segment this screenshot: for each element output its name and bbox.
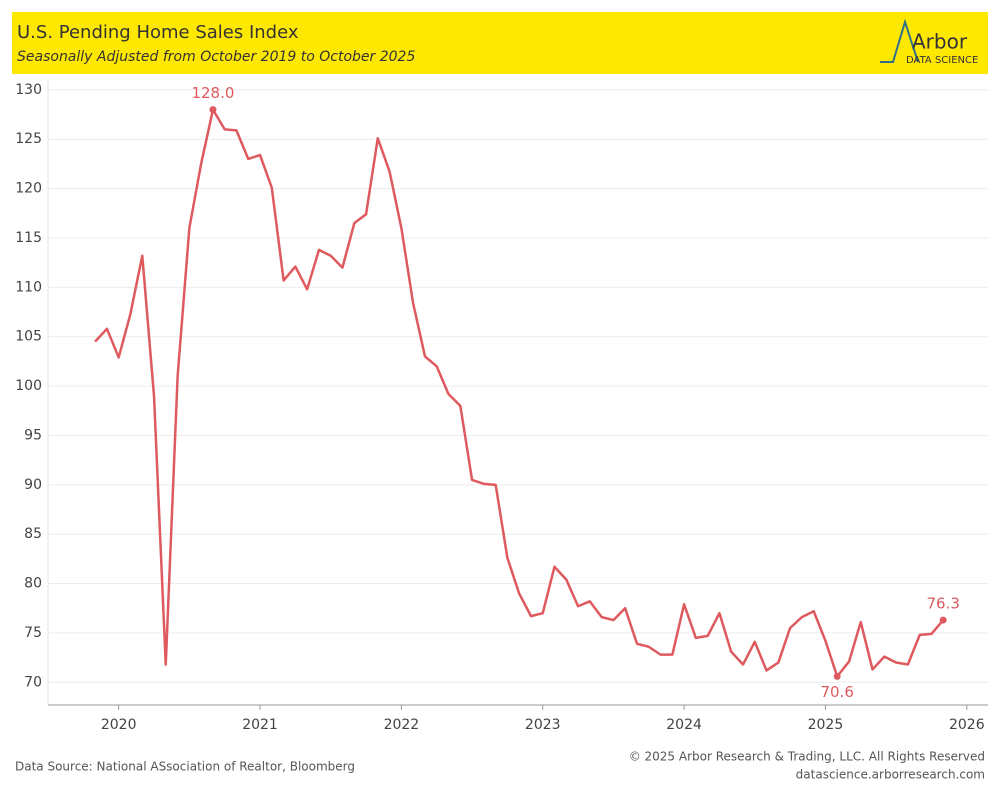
x-tick-label: 2024 (666, 717, 702, 733)
logo-tagline: DATA SCIENCE (906, 55, 978, 66)
y-tick-label: 100 (15, 378, 42, 394)
y-tick-label: 75 (24, 625, 42, 641)
y-tick-label: 85 (24, 526, 42, 542)
highlight-point (209, 106, 217, 114)
x-tick-label: 2021 (242, 717, 278, 733)
source-note: Data Source: National ASsociation of Rea… (15, 760, 355, 774)
y-tick-label: 70 (24, 674, 42, 690)
highlight-point (939, 616, 947, 624)
value-label: 70.6 (820, 683, 853, 701)
highlight-point (833, 672, 841, 680)
x-tick-label: 2023 (525, 717, 561, 733)
y-tick-label: 80 (24, 576, 42, 592)
y-tick-label: 115 (15, 230, 42, 246)
y-tick-label: 130 (15, 82, 42, 98)
y-tick-label: 125 (15, 131, 42, 147)
value-label: 76.3 (926, 595, 959, 613)
data-line (94, 108, 945, 678)
x-tick-label: 2026 (949, 717, 985, 733)
y-tick-label: 90 (24, 477, 42, 493)
logo-name: Arbor (912, 30, 968, 54)
x-tick-label: 2025 (808, 717, 844, 733)
chart-title: U.S. Pending Home Sales Index (17, 22, 299, 43)
copyright: © 2025 Arbor Research & Trading, LLC. Al… (629, 750, 985, 764)
value-label: 128.0 (191, 84, 234, 102)
x-tick-label: 2020 (101, 717, 137, 733)
header-band (12, 12, 988, 74)
y-tick-label: 110 (15, 279, 42, 295)
y-tick-label: 105 (15, 329, 42, 345)
chart-subtitle: Seasonally Adjusted from October 2019 to… (17, 49, 415, 65)
y-tick-label: 120 (15, 181, 42, 197)
x-tick-label: 2022 (384, 717, 420, 733)
website: datascience.arborresearch.com (796, 768, 985, 782)
y-tick-label: 95 (24, 427, 42, 443)
logo-mark (880, 18, 919, 63)
